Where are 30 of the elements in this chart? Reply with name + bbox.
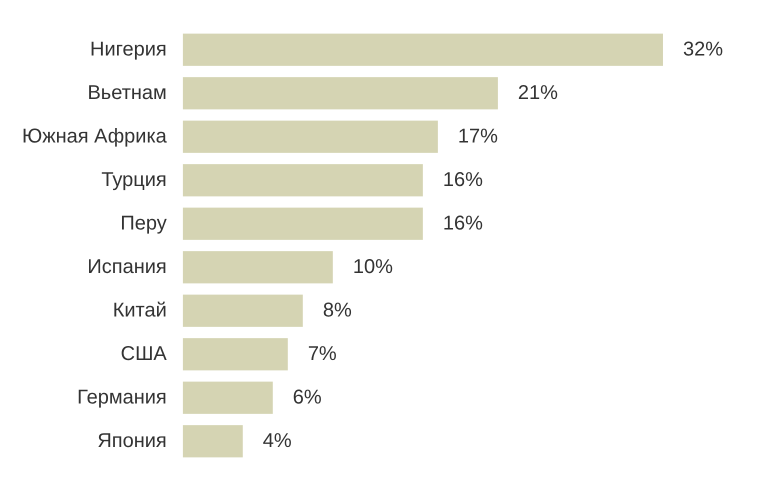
- data-label: 32%: [682, 38, 724, 60]
- bar: [182, 77, 498, 110]
- data-label: 21%: [518, 82, 558, 104]
- bar: [182, 120, 438, 153]
- y-tick-label: Вьетнам: [87, 82, 167, 104]
- data-label: 16%: [442, 212, 484, 234]
- bar: [182, 425, 243, 458]
- y-tick-label: Южная Африка: [22, 125, 168, 148]
- data-label: 17%: [458, 125, 498, 148]
- y-tick-label: Испания: [87, 256, 167, 278]
- data-label: 7%: [308, 342, 337, 365]
- bar: [182, 294, 303, 327]
- y-tick-label: Турция: [101, 168, 167, 191]
- data-label: 16%: [442, 168, 484, 191]
- data-label: 6%: [292, 386, 322, 408]
- bar: [182, 382, 273, 414]
- bar: [182, 208, 423, 240]
- y-tick-label: США: [120, 342, 168, 365]
- y-tick-label: Япония: [97, 430, 167, 452]
- bar: [182, 338, 288, 370]
- y-tick-label: Нигерия: [90, 38, 167, 60]
- y-tick-label: Перу: [120, 212, 167, 234]
- data-label: 10%: [352, 256, 394, 278]
- bar: [182, 34, 663, 66]
- data-label: 4%: [262, 430, 292, 452]
- y-tick-label: Германия: [77, 386, 167, 408]
- y-tick-label: Китай: [112, 299, 167, 322]
- data-label: 8%: [322, 299, 352, 322]
- bar: [182, 164, 423, 196]
- bar: [182, 251, 333, 284]
